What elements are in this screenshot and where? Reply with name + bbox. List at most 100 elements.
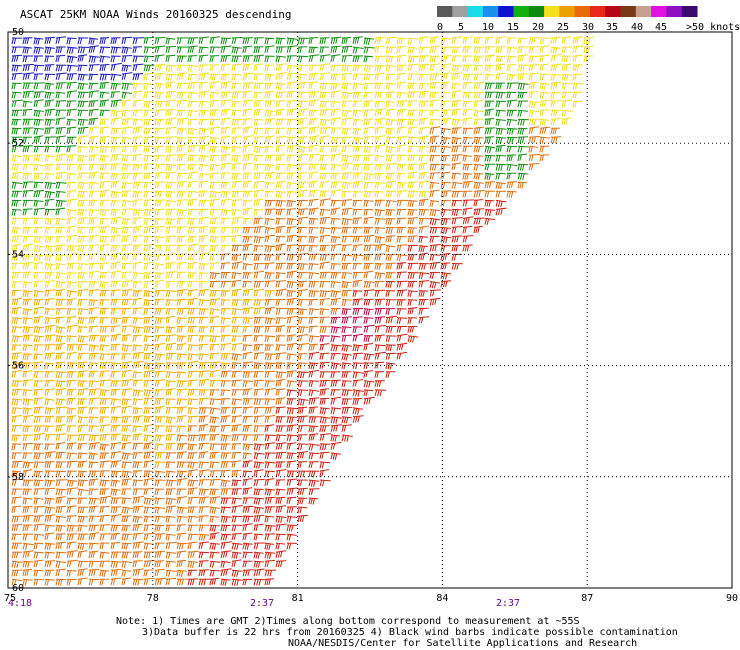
- wind-barb: [385, 344, 396, 352]
- wind-barb: [231, 542, 243, 551]
- wind-barb: [330, 145, 341, 153]
- wind-barb: [176, 362, 187, 369]
- wind-barb: [429, 217, 441, 226]
- wind-barb: [539, 136, 551, 144]
- wind-barb: [110, 91, 121, 99]
- wind-barb: [407, 226, 418, 235]
- wind-barb: [110, 333, 122, 342]
- wind-barb: [44, 36, 55, 45]
- wind-barb: [44, 91, 55, 99]
- wind-barb: [77, 398, 88, 406]
- wind-barb: [396, 163, 408, 171]
- wind-barb: [275, 523, 287, 532]
- wind-barb: [550, 136, 562, 144]
- wind-barb: [484, 172, 495, 181]
- wind-barb: [319, 54, 331, 62]
- wind-barb: [66, 344, 78, 351]
- wind-barb: [539, 145, 550, 153]
- wind-barb: [121, 551, 132, 559]
- wind-barb: [22, 208, 33, 216]
- legend-swatch: [574, 6, 591, 17]
- wind-barb: [209, 253, 221, 261]
- wind-barb: [33, 73, 44, 81]
- wind-barb: [440, 91, 451, 99]
- wind-barb: [44, 163, 55, 171]
- wind-barb: [473, 190, 485, 198]
- wind-barb: [330, 90, 341, 99]
- wind-barb: [440, 252, 451, 261]
- wind-barb: [396, 342, 408, 351]
- wind-barb: [198, 343, 209, 351]
- wind-barb: [220, 235, 232, 243]
- wind-barb: [44, 108, 56, 117]
- wind-barb: [231, 199, 243, 207]
- wind-barb: [330, 253, 342, 261]
- wind-barb: [418, 63, 430, 72]
- wind-barb: [462, 73, 474, 81]
- wind-barb: [220, 541, 232, 550]
- wind-barb: [374, 325, 386, 333]
- wind-barb: [143, 217, 155, 225]
- wind-barb: [242, 72, 254, 81]
- wind-barb: [132, 73, 144, 81]
- wind-barb: [550, 100, 562, 108]
- wind-barb: [308, 406, 319, 414]
- wind-barb: [198, 524, 210, 532]
- wind-barb: [132, 261, 143, 270]
- wind-barb: [88, 199, 99, 207]
- wind-barb: [11, 352, 22, 360]
- wind-barb: [297, 91, 309, 99]
- wind-barb: [154, 91, 165, 99]
- wind-barb: [275, 425, 287, 433]
- wind-barb: [165, 281, 176, 288]
- wind-barb: [220, 362, 231, 370]
- wind-barb: [407, 63, 419, 72]
- speed-color-legend: 0 5 10 15 20 25 30 35 40 45 >50 knots: [437, 6, 740, 33]
- wind-barb: [429, 45, 441, 54]
- wind-barb: [11, 199, 22, 207]
- wind-barb: [264, 199, 276, 207]
- wind-barb: [418, 316, 430, 324]
- wind-barb: [209, 560, 221, 568]
- wind-barb: [396, 118, 407, 126]
- wind-barb: [220, 217, 231, 225]
- wind-barb: [495, 207, 507, 216]
- wind-barb: [33, 406, 44, 414]
- wind-barb: [495, 172, 506, 180]
- wind-barb: [220, 45, 232, 54]
- wind-barb: [220, 272, 231, 279]
- wind-barb: [44, 569, 55, 577]
- wind-barb: [330, 226, 342, 234]
- wind-barb: [44, 118, 56, 126]
- wind-barb: [297, 163, 309, 171]
- wind-barb: [165, 171, 176, 180]
- wind-barb: [187, 297, 198, 306]
- wind-barb: [363, 289, 375, 297]
- wind-barb: [253, 388, 264, 396]
- wind-barb: [253, 506, 265, 514]
- wind-barb: [253, 344, 264, 351]
- wind-barb: [132, 272, 144, 280]
- wind-barb: [242, 351, 253, 360]
- wind-barb: [220, 253, 231, 261]
- wind-barb: [264, 163, 275, 172]
- wind-barb: [286, 398, 297, 405]
- wind-barb: [220, 81, 232, 90]
- wind-barb: [154, 172, 166, 180]
- wind-barb: [22, 118, 34, 126]
- wind-barb: [99, 163, 111, 171]
- wind-barb: [451, 90, 462, 99]
- wind-barb: [99, 542, 110, 550]
- wind-barb: [66, 505, 77, 514]
- wind-barb: [110, 136, 121, 144]
- wind-barb: [143, 542, 154, 550]
- wind-barb: [374, 334, 385, 342]
- wind-barb: [55, 433, 67, 441]
- wind-barb: [220, 515, 232, 524]
- wind-barb: [11, 181, 23, 189]
- wind-barb: [462, 127, 474, 135]
- wind-barb: [33, 344, 45, 351]
- wind-barb: [319, 37, 330, 45]
- wind-barb: [55, 461, 66, 469]
- wind-barb: [44, 198, 55, 207]
